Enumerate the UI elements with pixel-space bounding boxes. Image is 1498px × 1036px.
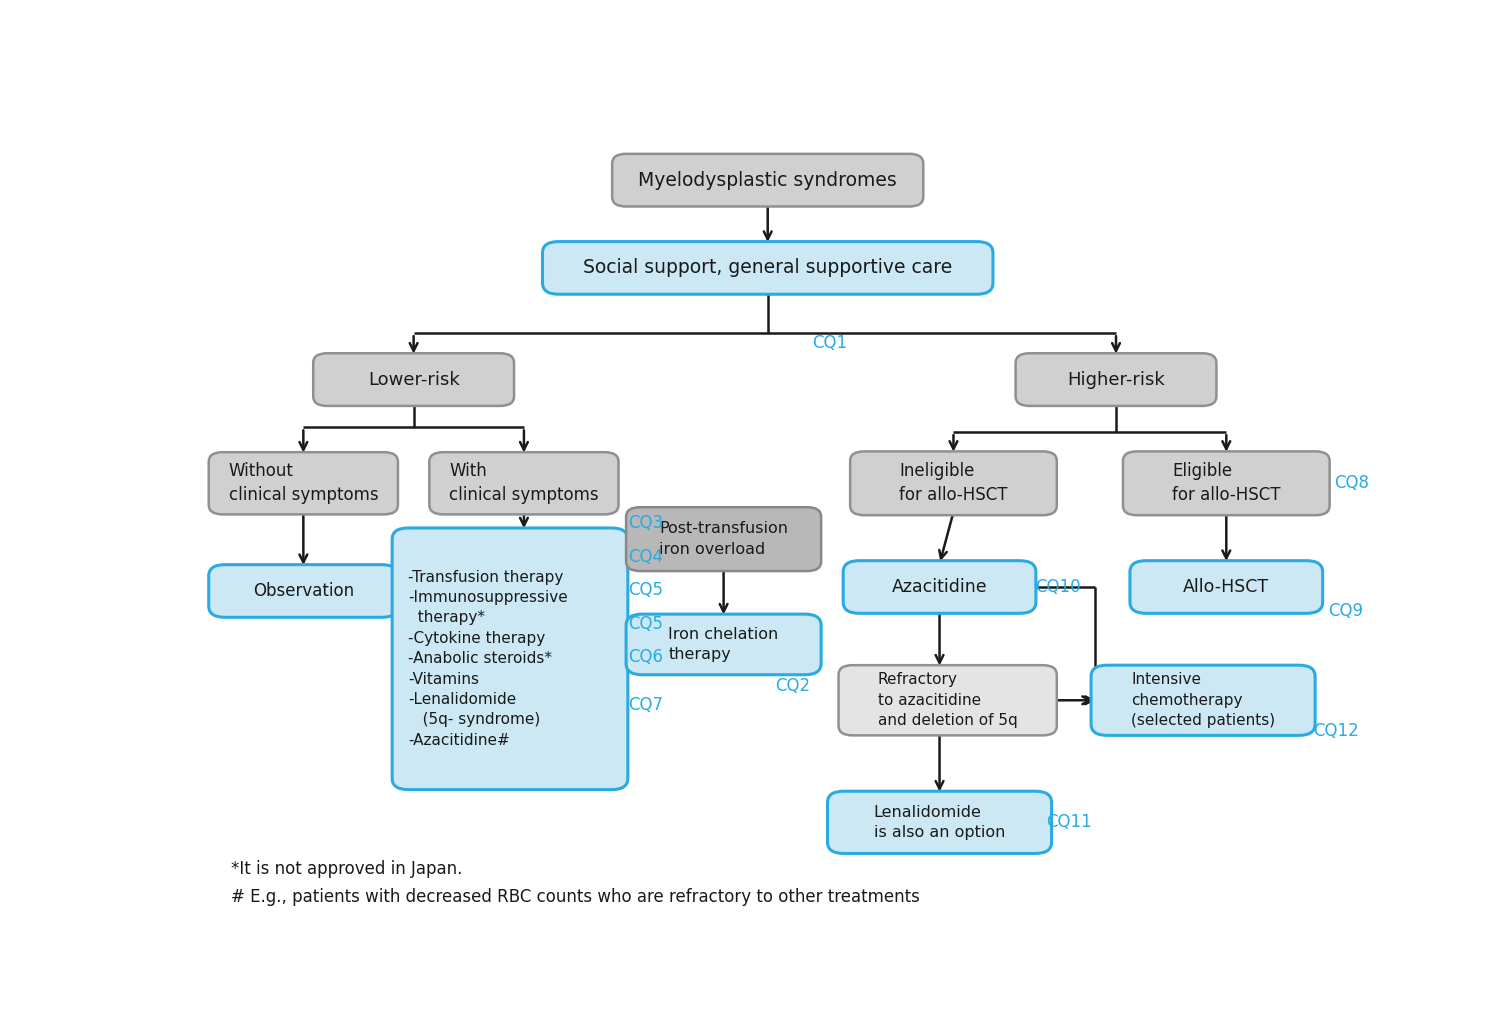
Text: Without
clinical symptoms: Without clinical symptoms (229, 462, 377, 505)
Text: CQ8: CQ8 (1335, 474, 1369, 492)
Text: Azacitidine: Azacitidine (891, 578, 987, 596)
Text: CQ10: CQ10 (1035, 578, 1080, 596)
Text: CQ4: CQ4 (629, 548, 664, 566)
FancyBboxPatch shape (839, 665, 1056, 736)
Text: Social support, general supportive care: Social support, general supportive care (583, 258, 953, 278)
Text: Refractory
to azacitidine
and deletion of 5q: Refractory to azacitidine and deletion o… (878, 672, 1017, 728)
FancyBboxPatch shape (613, 153, 923, 206)
FancyBboxPatch shape (1091, 665, 1315, 736)
Text: CQ3: CQ3 (629, 514, 664, 533)
Text: -Transfusion therapy
-Immunosuppressive
  therapy*
-Cytokine therapy
-Anabolic s: -Transfusion therapy -Immunosuppressive … (409, 570, 568, 748)
Text: CQ5: CQ5 (629, 581, 664, 599)
FancyBboxPatch shape (392, 528, 628, 789)
FancyBboxPatch shape (430, 452, 619, 515)
Text: CQ2: CQ2 (774, 677, 810, 695)
Text: Myelodysplastic syndromes: Myelodysplastic syndromes (638, 171, 897, 190)
Text: Allo-HSCT: Allo-HSCT (1183, 578, 1269, 596)
Text: Ineligible
for allo-HSCT: Ineligible for allo-HSCT (899, 462, 1008, 505)
FancyBboxPatch shape (1124, 452, 1330, 515)
FancyBboxPatch shape (1016, 353, 1216, 406)
Text: Lower-risk: Lower-risk (369, 371, 460, 388)
Text: Iron chelation
therapy: Iron chelation therapy (668, 627, 779, 662)
FancyBboxPatch shape (851, 452, 1056, 515)
Text: CQ1: CQ1 (812, 334, 846, 352)
Text: Post-transfusion
iron overload: Post-transfusion iron overload (659, 521, 788, 556)
Text: Higher-risk: Higher-risk (1067, 371, 1165, 388)
Text: CQ5: CQ5 (629, 614, 664, 633)
Text: Eligible
for allo-HSCT: Eligible for allo-HSCT (1171, 462, 1281, 505)
Text: CQ7: CQ7 (629, 696, 664, 714)
FancyBboxPatch shape (208, 452, 398, 515)
Text: CQ12: CQ12 (1314, 722, 1359, 740)
Text: With
clinical symptoms: With clinical symptoms (449, 462, 599, 505)
FancyBboxPatch shape (542, 241, 993, 294)
Text: # E.g., patients with decreased RBC counts who are refractory to other treatment: # E.g., patients with decreased RBC coun… (231, 888, 920, 905)
Text: *It is not approved in Japan.: *It is not approved in Japan. (231, 860, 463, 877)
FancyBboxPatch shape (313, 353, 514, 406)
Text: CQ6: CQ6 (629, 649, 664, 666)
Text: Observation: Observation (253, 582, 354, 600)
FancyBboxPatch shape (626, 508, 821, 571)
FancyBboxPatch shape (208, 565, 398, 617)
Text: CQ11: CQ11 (1046, 813, 1092, 831)
FancyBboxPatch shape (827, 792, 1052, 854)
FancyBboxPatch shape (843, 560, 1037, 613)
Text: CQ9: CQ9 (1329, 602, 1363, 620)
FancyBboxPatch shape (1129, 560, 1323, 613)
FancyBboxPatch shape (626, 614, 821, 674)
Text: Lenalidomide
is also an option: Lenalidomide is also an option (873, 805, 1005, 840)
Text: Intensive
chemotherapy
(selected patients): Intensive chemotherapy (selected patient… (1131, 672, 1275, 728)
